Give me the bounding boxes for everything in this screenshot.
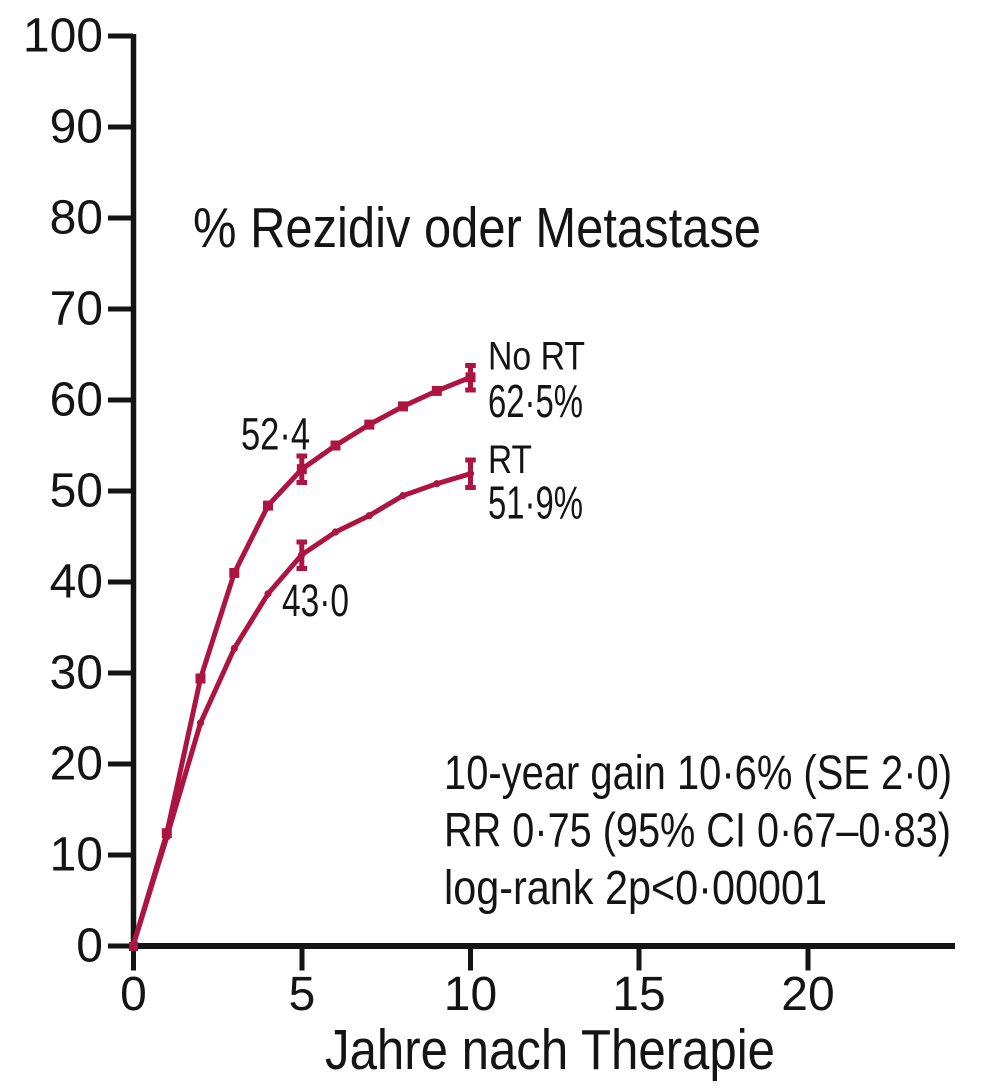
svg-text:20: 20 <box>50 738 103 791</box>
svg-text:90: 90 <box>50 101 103 154</box>
svg-text:10-year gain 10·6% (SE 2·0): 10-year gain 10·6% (SE 2·0) <box>444 746 952 800</box>
svg-text:100: 100 <box>23 10 103 63</box>
svg-text:30: 30 <box>50 647 103 700</box>
svg-text:10: 10 <box>50 829 103 882</box>
svg-text:51·9%: 51·9% <box>488 477 583 529</box>
svg-text:50: 50 <box>50 465 103 518</box>
svg-text:No RT: No RT <box>488 335 585 379</box>
svg-text:RR 0·75 (95% CI 0·67–0·83): RR 0·75 (95% CI 0·67–0·83) <box>444 804 951 858</box>
svg-text:70: 70 <box>50 283 103 336</box>
svg-text:15: 15 <box>612 968 665 1021</box>
svg-text:52·4: 52·4 <box>241 409 310 460</box>
svg-text:5: 5 <box>289 968 316 1021</box>
svg-text:40: 40 <box>50 556 103 609</box>
svg-text:43·0: 43·0 <box>282 575 349 626</box>
svg-text:60: 60 <box>50 374 103 427</box>
svg-text:log-rank 2p<0·00001: log-rank 2p<0·00001 <box>444 861 827 915</box>
svg-text:% Rezidiv oder Metastase: % Rezidiv oder Metastase <box>193 196 761 260</box>
svg-text:62·5%: 62·5% <box>488 375 583 427</box>
svg-text:Jahre nach Therapie: Jahre nach Therapie <box>325 1018 775 1082</box>
svg-text:20: 20 <box>781 968 834 1021</box>
svg-text:0: 0 <box>76 920 103 973</box>
svg-text:10: 10 <box>444 968 497 1021</box>
svg-text:RT: RT <box>488 438 532 482</box>
svg-text:80: 80 <box>50 192 103 245</box>
svg-text:0: 0 <box>120 968 147 1021</box>
